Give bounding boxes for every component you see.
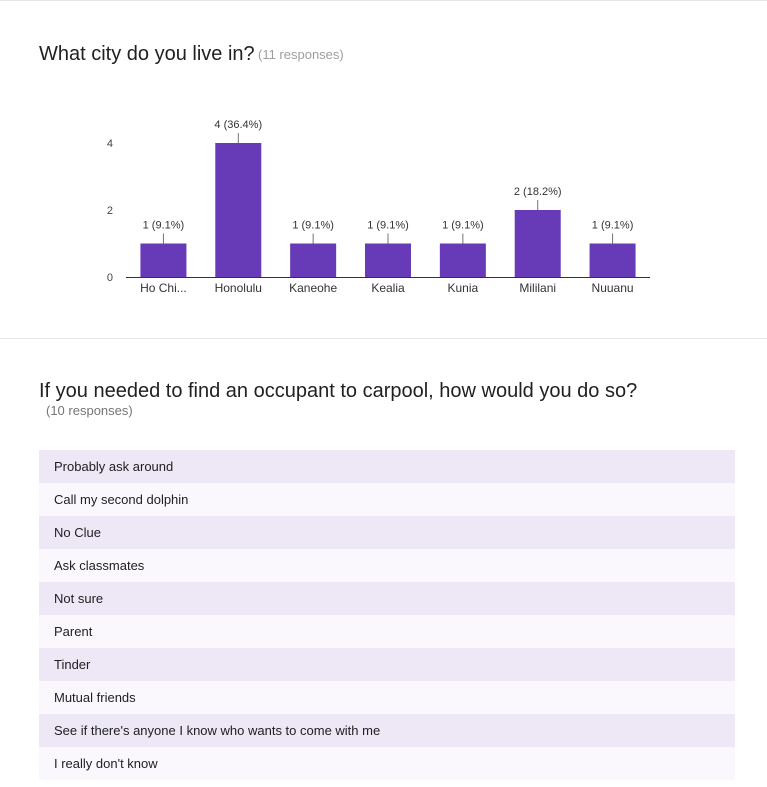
response-item: Ask classmates xyxy=(39,549,735,582)
response-list: Probably ask around Call my second dolphi… xyxy=(39,450,735,780)
question-1-title: What city do you live in? xyxy=(39,43,255,65)
bar xyxy=(140,243,187,277)
x-tick-label: Ho Chi... xyxy=(140,281,187,295)
x-tick-label: Kaneohe xyxy=(289,281,337,295)
y-tick-label: 0 xyxy=(107,272,113,284)
response-item: Probably ask around xyxy=(39,450,735,483)
response-item: Mutual friends xyxy=(39,681,735,714)
bar xyxy=(290,243,337,277)
response-item: Call my second dolphin xyxy=(39,483,735,516)
x-tick-label: Honolulu xyxy=(215,281,262,295)
data-label: 2 (18.2%) xyxy=(514,186,562,198)
bar xyxy=(589,243,636,277)
question-1-response-count: (11 responses) xyxy=(258,47,344,62)
x-tick-label: Nuuanu xyxy=(592,281,634,295)
data-label: 1 (9.1%) xyxy=(143,220,185,232)
response-item: See if there's anyone I know who wants t… xyxy=(39,714,735,747)
response-item: Parent xyxy=(39,615,735,648)
response-item: Tinder xyxy=(39,648,735,681)
bar xyxy=(365,243,411,277)
x-tick-label: Kealia xyxy=(371,281,405,295)
data-label: 1 (9.1%) xyxy=(292,220,334,232)
section-divider xyxy=(0,338,767,339)
question-2-title: If you needed to find an occupant to car… xyxy=(39,380,638,402)
data-label: 1 (9.1%) xyxy=(442,220,484,232)
y-tick-label: 4 xyxy=(107,138,113,150)
response-item: Not sure xyxy=(39,582,735,615)
question-2-response-count: (10 responses) xyxy=(46,403,133,418)
x-tick-label: Mililani xyxy=(519,281,556,295)
bar xyxy=(514,210,561,277)
response-item: I really don't know xyxy=(39,747,735,780)
data-label: 4 (36.4%) xyxy=(214,119,262,131)
bar xyxy=(439,243,486,277)
city-bar-chart: 0 2 4 1 (9.1%) Ho Chi... 4 (36.4%) Honolulu 1 (… xyxy=(107,119,650,295)
x-tick-label: Kunia xyxy=(448,281,479,295)
data-label: 1 (9.1%) xyxy=(592,220,634,232)
top-divider xyxy=(0,0,767,1)
data-label: 1 (9.1%) xyxy=(367,220,409,232)
y-tick-label: 2 xyxy=(107,205,113,217)
bar xyxy=(215,143,262,277)
response-item: No Clue xyxy=(39,516,735,549)
